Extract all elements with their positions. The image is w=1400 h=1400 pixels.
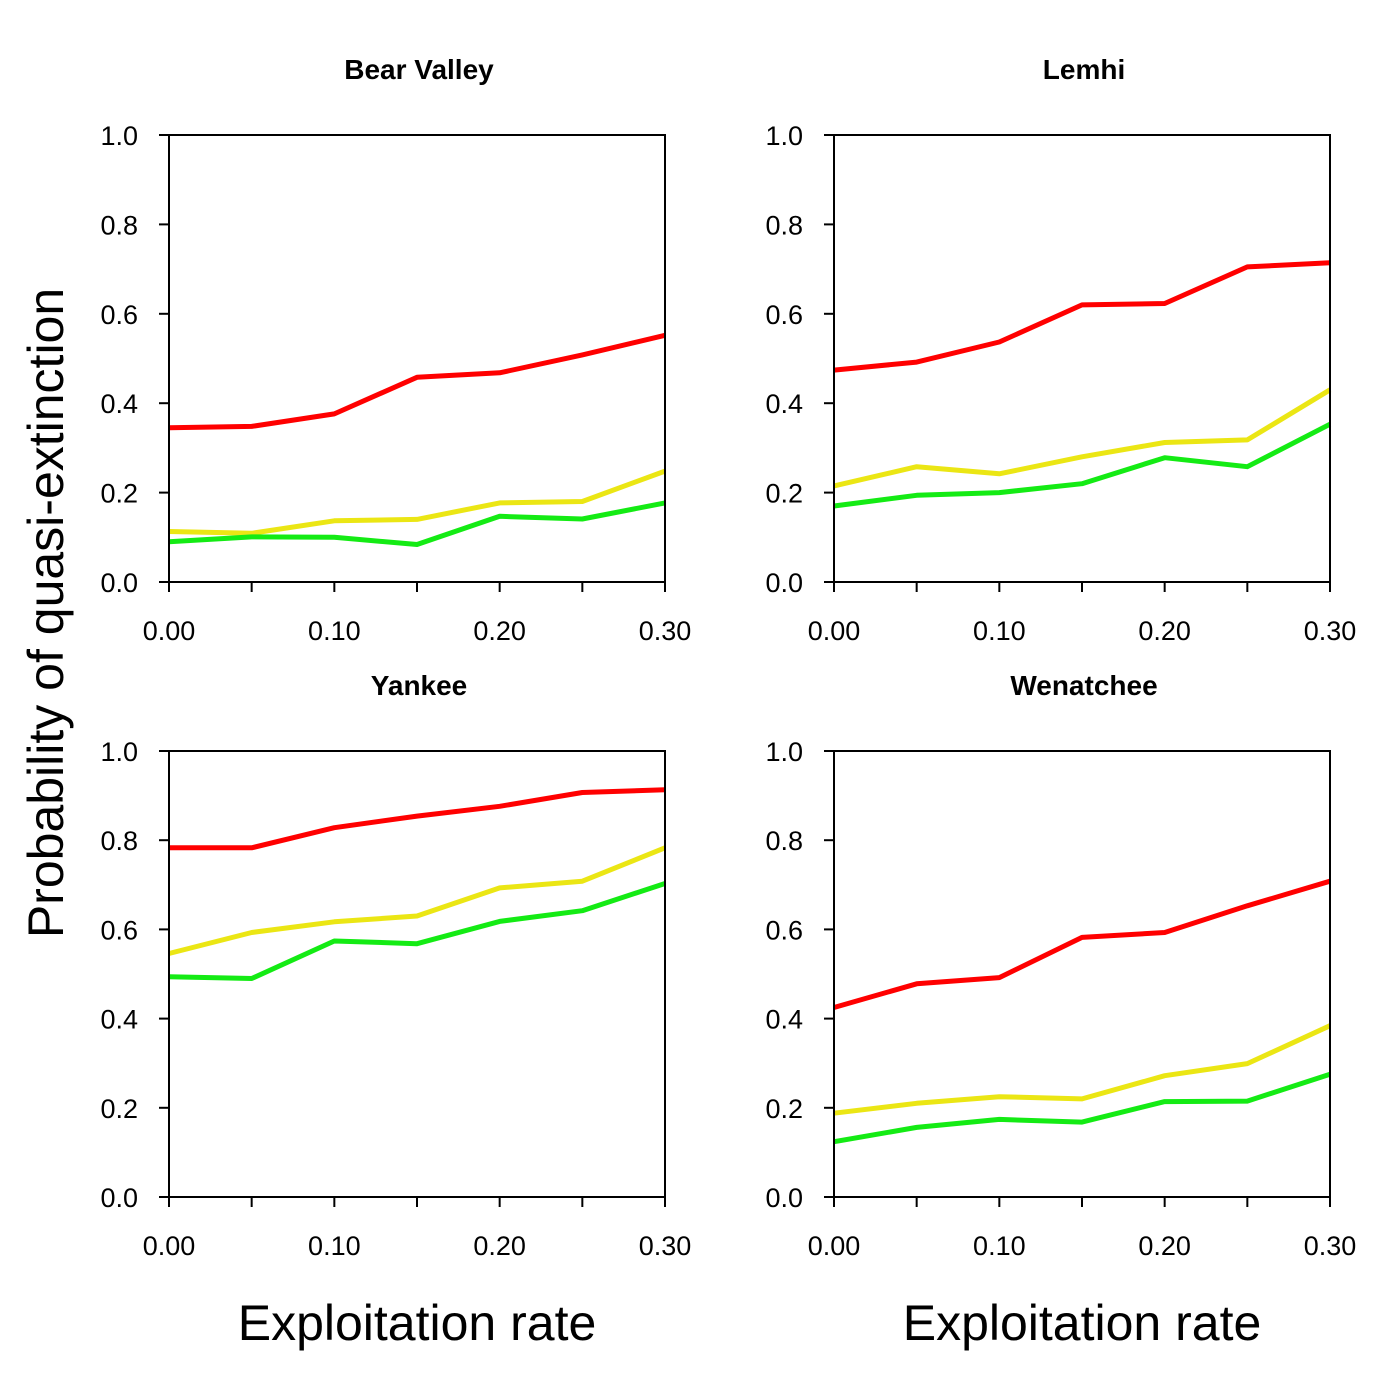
panel-bear-valley: Bear Valley 0.00 0.10 0.20 0.30 0.0 0.2 0.4 0.6 0… — [100, 54, 691, 646]
series-line-yellow-lemhi — [833, 387, 1332, 489]
y-axis-label: Probability of quasi-extinction — [18, 288, 74, 938]
panel-wenatchee: Wenatchee 0.00 0.10 0.20 0.30 0.0 0.2 0.4 0.6 0.8… — [765, 670, 1356, 1261]
x-tick-label-yankee-2: 0.20 — [473, 1231, 526, 1261]
series-line-red-yankee — [169, 787, 666, 851]
y-tick-label-yankee-5: 1.0 — [100, 737, 138, 767]
y-tick-label-bear-valley-3: 0.6 — [100, 300, 138, 330]
x-tick-label-yankee-3: 0.30 — [639, 1231, 692, 1261]
y-tick-label-yankee-0: 0.0 — [100, 1183, 138, 1213]
y-tick-label-wenatchee-1: 0.2 — [765, 1094, 803, 1124]
y-tick-label-wenatchee-3: 0.6 — [765, 915, 803, 945]
panel-title-lemhi: Lemhi — [1043, 54, 1125, 85]
x-tick-label-lemhi-3: 0.30 — [1304, 616, 1357, 646]
y-tick-label-bear-valley-2: 0.4 — [100, 389, 138, 419]
x-tick-label-yankee-0: 0.00 — [143, 1231, 196, 1261]
y-tick-label-lemhi-1: 0.2 — [765, 479, 803, 509]
x-tick-label-lemhi-1: 0.10 — [973, 616, 1026, 646]
x-axis-label-right: Exploitation rate — [903, 1295, 1262, 1351]
y-tick-label-lemhi-4: 0.8 — [765, 210, 803, 240]
series-line-red-bear-valley — [168, 332, 666, 431]
series-line-red-lemhi — [833, 260, 1331, 373]
y-tick-label-wenatchee-4: 0.8 — [765, 826, 803, 856]
y-tick-label-lemhi-5: 1.0 — [765, 121, 803, 151]
x-tick-label-wenatchee-3: 0.30 — [1304, 1231, 1357, 1261]
panel-title-bear-valley: Bear Valley — [344, 54, 494, 85]
y-tick-label-bear-valley-1: 0.2 — [100, 479, 138, 509]
panel-title-yankee: Yankee — [371, 670, 468, 701]
x-tick-label-wenatchee-0: 0.00 — [808, 1231, 861, 1261]
y-tick-label-yankee-1: 0.2 — [100, 1094, 138, 1124]
panel-lemhi: Lemhi 0.00 0.10 0.20 0.30 0.0 0.2 0.4 0.6 0.8 1.0 — [765, 54, 1356, 646]
series-line-yellow-wenatchee — [833, 1023, 1332, 1116]
y-tick-label-yankee-4: 0.8 — [100, 826, 138, 856]
x-tick-label-bear-valley-1: 0.10 — [308, 616, 361, 646]
chart-panels: Bear Valley 0.00 0.10 0.20 0.30 0.0 0.2 0.4 0.6 0… — [100, 54, 1356, 1261]
y-tick-label-bear-valley-4: 0.8 — [100, 210, 138, 240]
series-line-green-yankee — [168, 881, 666, 981]
x-tick-label-lemhi-0: 0.00 — [808, 616, 861, 646]
series-line-red-wenatchee — [833, 878, 1331, 1010]
series-line-yellow-yankee — [168, 845, 666, 956]
panel-yankee: Yankee 0.00 0.10 0.20 0.30 0.0 0.2 0.4 0.6 0.8 1.0 — [100, 670, 691, 1261]
y-tick-label-yankee-2: 0.4 — [100, 1005, 138, 1035]
series-line-green-wenatchee — [833, 1071, 1331, 1145]
series-line-green-bear-valley — [168, 500, 666, 547]
x-tick-label-yankee-1: 0.10 — [308, 1231, 361, 1261]
y-tick-label-wenatchee-0: 0.0 — [765, 1183, 803, 1213]
x-tick-label-wenatchee-2: 0.20 — [1138, 1231, 1191, 1261]
y-tick-label-lemhi-2: 0.4 — [765, 389, 803, 419]
x-tick-label-bear-valley-0: 0.00 — [143, 616, 196, 646]
y-tick-label-bear-valley-5: 1.0 — [100, 121, 138, 151]
x-tick-label-bear-valley-3: 0.30 — [639, 616, 692, 646]
x-tick-label-bear-valley-2: 0.20 — [473, 616, 526, 646]
x-tick-label-wenatchee-1: 0.10 — [973, 1231, 1026, 1261]
x-tick-label-lemhi-2: 0.20 — [1138, 616, 1191, 646]
panel-title-wenatchee: Wenatchee — [1010, 670, 1157, 701]
series-line-green-lemhi — [833, 421, 1332, 509]
y-tick-label-lemhi-0: 0.0 — [765, 568, 803, 598]
y-tick-label-wenatchee-2: 0.4 — [765, 1005, 803, 1035]
y-tick-label-yankee-3: 0.6 — [100, 915, 138, 945]
y-tick-label-bear-valley-0: 0.0 — [100, 568, 138, 598]
x-axis-label-left: Exploitation rate — [238, 1295, 597, 1351]
series-line-yellow-bear-valley — [168, 468, 666, 536]
y-tick-label-lemhi-3: 0.6 — [765, 300, 803, 330]
y-tick-label-wenatchee-5: 1.0 — [765, 737, 803, 767]
